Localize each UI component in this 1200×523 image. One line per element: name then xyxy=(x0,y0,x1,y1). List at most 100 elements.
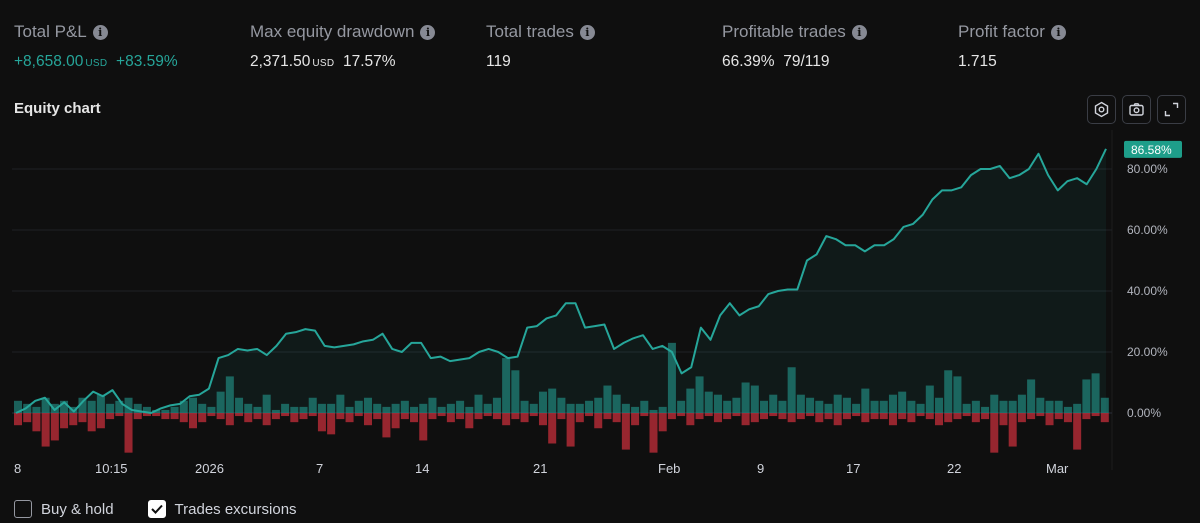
metric-value: +8,658.00 xyxy=(14,53,84,70)
metric-label: Total P&L xyxy=(14,22,87,41)
excursion-down-bar xyxy=(400,413,409,420)
excursion-down-bar xyxy=(713,413,722,423)
info-icon[interactable]: i xyxy=(420,24,436,40)
excursion-up-bar xyxy=(106,403,115,413)
excursion-up-bar xyxy=(87,400,96,413)
excursion-up-bar xyxy=(41,397,50,413)
excursion-down-bar xyxy=(290,413,299,423)
excursion-down-bar xyxy=(585,413,594,417)
equity-chart[interactable]: 0.00% 20.00% 40.00% 60.00% 80.00% 86.58% 8 10:1… xyxy=(0,130,1200,482)
excursion-up-bar xyxy=(161,409,170,413)
excursion-up-bar xyxy=(695,376,704,413)
buy-and-hold-option[interactable]: Buy & hold xyxy=(14,500,114,518)
excursion-down-bar xyxy=(161,413,170,420)
excursion-down-bar xyxy=(658,413,667,432)
metric-extra: 17.57% xyxy=(342,53,396,70)
excursion-down-bar xyxy=(225,413,234,426)
excursion-up-bar xyxy=(916,403,925,413)
x-tick-label: 2026 xyxy=(195,461,224,476)
excursion-up-bar xyxy=(953,376,962,413)
excursion-up-bar xyxy=(428,397,437,413)
excursion-down-bar xyxy=(732,413,741,417)
excursion-up-bar xyxy=(32,406,41,413)
excursion-up-bar xyxy=(50,403,59,413)
excursion-up-bar xyxy=(271,409,280,413)
excursion-up-bar xyxy=(96,394,105,413)
excursion-down-bar xyxy=(677,413,686,417)
excursion-up-bar xyxy=(649,409,658,413)
excursion-up-bar xyxy=(290,406,299,413)
excursion-down-bar xyxy=(354,413,363,417)
excursion-down-bar xyxy=(888,413,897,426)
chart-title: Equity chart xyxy=(14,100,101,117)
excursion-up-bar xyxy=(1017,394,1026,413)
excursion-down-bar xyxy=(538,413,547,426)
excursion-down-bar xyxy=(1045,413,1054,426)
trades-excursions-checkbox[interactable] xyxy=(147,500,166,518)
metric-label: Total trades xyxy=(486,22,574,41)
excursion-down-bar xyxy=(152,413,161,417)
excursion-down-bar xyxy=(106,413,115,420)
excursion-up-bar xyxy=(133,403,142,413)
x-tick-label: 8 xyxy=(14,461,21,476)
metric-label: Profitable trades xyxy=(722,22,846,41)
y-tick-label: 60.00% xyxy=(1127,223,1168,237)
excursion-up-bar xyxy=(78,397,87,413)
excursion-up-bar xyxy=(778,400,787,413)
excursion-up-bar xyxy=(244,403,253,413)
excursion-up-bar xyxy=(1091,373,1100,413)
metric-value: 66.39% xyxy=(722,53,775,70)
excursion-down-bar xyxy=(1027,413,1036,420)
equity-line xyxy=(15,148,1107,414)
excursion-down-bar xyxy=(667,413,676,420)
excursion-down-bar xyxy=(96,413,105,429)
excursion-down-bar xyxy=(124,413,133,453)
excursion-up-bar xyxy=(216,391,225,413)
fullscreen-button[interactable] xyxy=(1157,95,1186,124)
excursion-up-bar xyxy=(925,385,934,413)
excursion-up-bar xyxy=(410,406,419,413)
excursion-up-bar xyxy=(188,397,198,413)
excursion-down-bar xyxy=(327,413,336,435)
excursion-down-bar xyxy=(815,413,824,423)
excursion-up-bar xyxy=(317,403,326,413)
excursion-up-bar xyxy=(179,400,188,413)
info-icon[interactable]: i xyxy=(579,24,595,40)
metrics-row: Total P&L i +8,658.00 USD +83.59% Max equi… xyxy=(14,20,1194,80)
metric-profitable-trades: Profitable trades i 66.39% 79/119 xyxy=(722,20,867,71)
excursion-down-bar xyxy=(704,413,713,417)
chart-settings-button[interactable] xyxy=(1087,95,1116,124)
excursion-up-bar xyxy=(502,358,511,413)
info-icon[interactable]: i xyxy=(1050,24,1066,40)
excursion-down-bar xyxy=(612,413,621,423)
excursion-up-bar xyxy=(732,397,741,413)
buy-and-hold-checkbox[interactable] xyxy=(14,500,32,518)
snapshot-button[interactable] xyxy=(1122,95,1151,124)
excursion-up-bar xyxy=(299,406,308,413)
excursion-up-bar xyxy=(1027,379,1036,413)
metric-profit-factor: Profit factor i 1.715 xyxy=(958,20,1066,71)
info-icon[interactable]: i xyxy=(851,24,867,40)
excursion-down-bar xyxy=(686,413,695,426)
excursion-up-bar xyxy=(631,406,640,413)
excursion-up-bar xyxy=(345,406,354,413)
metric-label: Profit factor xyxy=(958,22,1045,41)
excursion-up-bar xyxy=(842,397,851,413)
y-tick-label: 0.00% xyxy=(1127,406,1161,420)
excursion-down-bar xyxy=(1073,413,1082,450)
excursion-up-bar xyxy=(391,403,400,413)
excursion-up-bar xyxy=(962,403,971,413)
excursion-up-bar xyxy=(879,400,888,413)
excursion-down-bar xyxy=(999,413,1008,426)
excursion-down-bar xyxy=(621,413,630,450)
excursion-up-bar xyxy=(235,397,244,413)
x-tick-label: Feb xyxy=(658,461,680,476)
excursion-down-bar xyxy=(391,413,400,429)
metric-label: Max equity drawdown xyxy=(250,22,415,41)
excursion-up-bar xyxy=(870,400,879,413)
excursion-up-bar xyxy=(723,400,732,413)
info-icon[interactable]: i xyxy=(92,24,108,40)
trades-excursions-option[interactable]: Trades excursions xyxy=(147,500,297,518)
excursion-down-bar xyxy=(760,413,769,420)
excursion-down-bar xyxy=(511,413,520,420)
